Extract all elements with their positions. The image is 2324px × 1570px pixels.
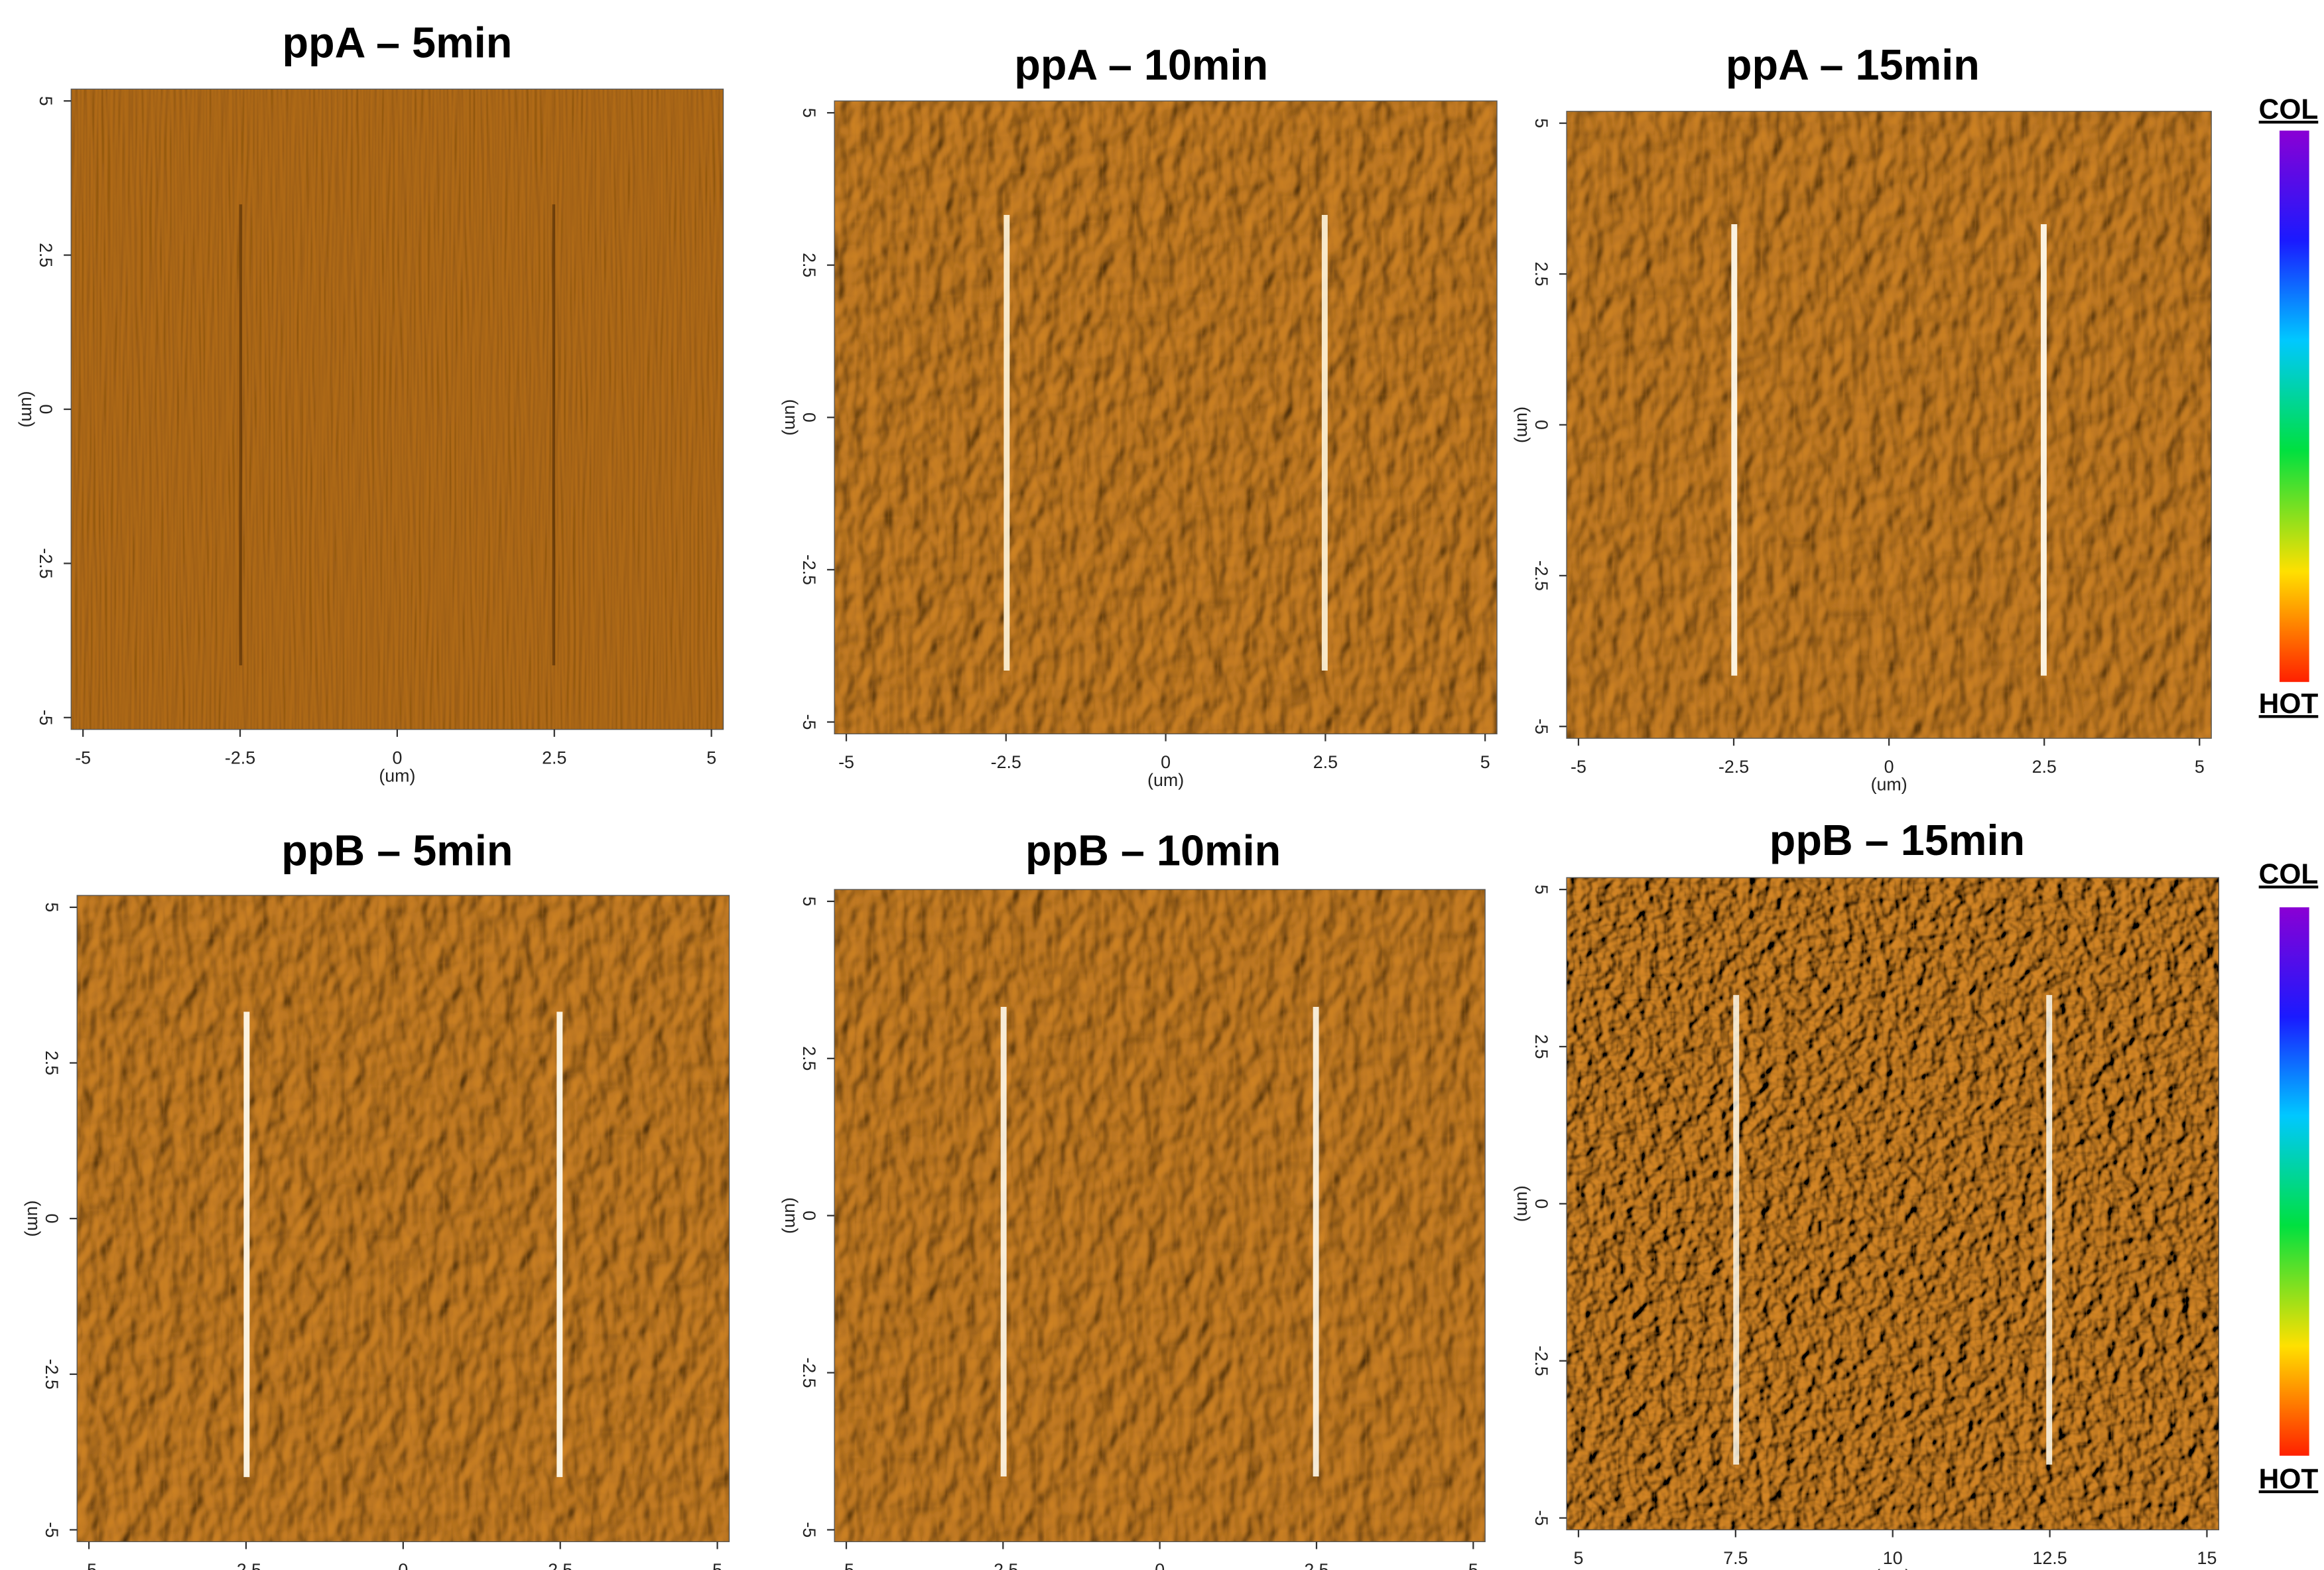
x-tick-label: 0 [398, 1560, 408, 1570]
x-tick-label: 2.5 [1304, 1560, 1328, 1570]
x-tick-label: 5 [712, 1560, 722, 1570]
x-tick-label: 5 [1480, 752, 1490, 772]
y-tick-label: 5 [799, 896, 819, 906]
y-tick-label: -5 [799, 714, 819, 730]
colorbar: COL HOT [2259, 858, 2319, 1494]
x-axis-label: (um) [1871, 775, 1907, 795]
y-tick-label: 2.5 [799, 253, 819, 277]
x-tick-label: -2.5 [988, 1560, 1018, 1570]
afm-panel: ppB – 15min 5 7.5 10 12.5 15 (um) 5 2.5 0 -2.5 -5 (u… [1514, 816, 2219, 1570]
afm-panel: ppA – 10min -5 -2.5 0 2.5 5 (um) 5 2.5 0 -2.5 -5 (um… [781, 40, 1497, 790]
x-tick-label: 10 [1883, 1548, 1903, 1568]
colorbar: COL HOT [2259, 94, 2319, 719]
x-tick-label: 5 [1573, 1548, 1583, 1568]
y-tick-label: 0 [42, 1214, 62, 1224]
x-tick-label: 12.5 [2033, 1548, 2067, 1568]
panel-title: ppB – 10min [1025, 826, 1281, 875]
y-tick-label: 0 [799, 1210, 819, 1220]
x-tick-label: -5 [838, 1560, 854, 1570]
afm-panel: ppA – 15min -5 -2.5 0 2.5 5 (um) 5 2.5 0 -2.5 -5 (um… [1514, 40, 2211, 795]
x-tick-label: -2.5 [225, 748, 255, 767]
x-tick-label: 2.5 [2032, 757, 2057, 777]
colorbar-gradient [2280, 131, 2309, 682]
x-tick-label: 5 [1468, 1560, 1478, 1570]
y-axis-label: (um) [781, 399, 801, 436]
y-tick-label: -2.5 [799, 555, 819, 585]
figure: ppA – 5min -5 -2.5 0 2.5 5 (um) 5 2.5 0 -2.5 -5 (um)… [0, 0, 2324, 1570]
y-tick-label: -5 [36, 710, 56, 726]
x-tick-label: 5 [2195, 757, 2205, 777]
colorbar-bottom-label: HOT [2259, 688, 2319, 719]
x-tick-label: 0 [1155, 1560, 1165, 1570]
y-tick-label: -5 [42, 1522, 62, 1538]
y-axis-label: (um) [24, 1201, 44, 1237]
y-tick-label: 5 [1531, 118, 1551, 128]
x-tick-label: 5 [706, 748, 716, 767]
colorbar-top-label: COL [2259, 858, 2319, 889]
y-tick-label: -5 [1531, 718, 1551, 734]
colorbar-gradient [2280, 907, 2309, 1456]
y-tick-label: 5 [42, 902, 62, 912]
afm-image [71, 89, 723, 729]
afm-panel: ppB – 10min-5-2.502.55(um)52.50-2.5-5(um… [781, 826, 1485, 1570]
y-tick-label: 0 [799, 413, 819, 423]
y-tick-label: -2.5 [1531, 1346, 1551, 1376]
y-tick-label: 2.5 [42, 1051, 62, 1075]
y-tick-label: 5 [36, 96, 56, 106]
y-tick-label: 2.5 [36, 243, 56, 267]
afm-image [1567, 878, 2219, 1530]
afm-image [834, 889, 1485, 1541]
afm-panel: ppA – 5min -5 -2.5 0 2.5 5 (um) 5 2.5 0 -2.5 -5 (um) [18, 19, 723, 786]
x-tick-label: -5 [1571, 757, 1586, 777]
y-axis-label: (um) [18, 391, 38, 427]
x-axis-label: (um) [1874, 1566, 1911, 1570]
page: ppA – 5min -5 -2.5 0 2.5 5 (um) 5 2.5 0 -2.5 -5 (um)… [0, 0, 2324, 1570]
y-tick-label: 2.5 [1531, 1034, 1551, 1059]
x-tick-label: 7.5 [1723, 1548, 1748, 1568]
x-tick-label: -5 [81, 1560, 97, 1570]
x-tick-label: 15 [2197, 1548, 2217, 1568]
x-tick-label: 2.5 [1313, 752, 1338, 772]
panel-title: ppB – 5min [281, 826, 513, 875]
y-axis-label: (um) [781, 1197, 801, 1234]
y-tick-label: -5 [799, 1522, 819, 1538]
y-axis-label: (um) [1514, 407, 1533, 443]
x-tick-label: -5 [75, 748, 91, 767]
x-tick-label: -2.5 [1718, 757, 1749, 777]
x-tick-label: -2.5 [231, 1560, 261, 1570]
x-tick-label: 0 [392, 748, 402, 767]
panels: ppA – 5min -5 -2.5 0 2.5 5 (um) 5 2.5 0 -2.5 -5 (um)… [18, 19, 2318, 1570]
y-tick-label: -2.5 [1531, 560, 1551, 591]
x-tick-label: 2.5 [548, 1560, 572, 1570]
colorbar-top-label: COL [2259, 94, 2319, 125]
x-tick-label: -5 [838, 752, 854, 772]
panel-title: ppA – 10min [1014, 40, 1268, 89]
y-tick-label: 0 [1531, 1199, 1551, 1209]
y-tick-label: -2.5 [36, 548, 56, 578]
y-tick-label: 2.5 [1531, 261, 1551, 286]
x-tick-label: 0 [1161, 752, 1171, 772]
panel-title: ppA – 15min [1726, 40, 1980, 89]
afm-panel: ppB – 5min-5-2.502.55(um)52.50-2.5-5(um) [24, 826, 729, 1570]
x-tick-label: -2.5 [991, 752, 1021, 772]
y-tick-label: -2.5 [42, 1359, 62, 1390]
y-tick-label: 5 [799, 108, 819, 118]
y-tick-label: 0 [1531, 420, 1551, 430]
x-axis-label: (um) [1147, 770, 1184, 790]
x-tick-label: 0 [1884, 757, 1894, 777]
afm-image [1567, 111, 2211, 738]
y-tick-label: 2.5 [799, 1046, 819, 1071]
afm-image [834, 101, 1497, 734]
y-tick-label: 0 [36, 405, 56, 415]
y-axis-label: (um) [1514, 1185, 1533, 1222]
afm-image [77, 895, 729, 1541]
x-axis-label: (um) [379, 765, 415, 785]
y-tick-label: -2.5 [799, 1357, 819, 1388]
y-tick-label: 5 [1531, 885, 1551, 895]
colorbar-bottom-label: HOT [2259, 1463, 2319, 1494]
y-tick-label: -5 [1531, 1510, 1551, 1526]
panel-title: ppB – 15min [1770, 816, 2025, 864]
x-tick-label: 2.5 [542, 748, 566, 767]
panel-title: ppA – 5min [282, 19, 512, 67]
